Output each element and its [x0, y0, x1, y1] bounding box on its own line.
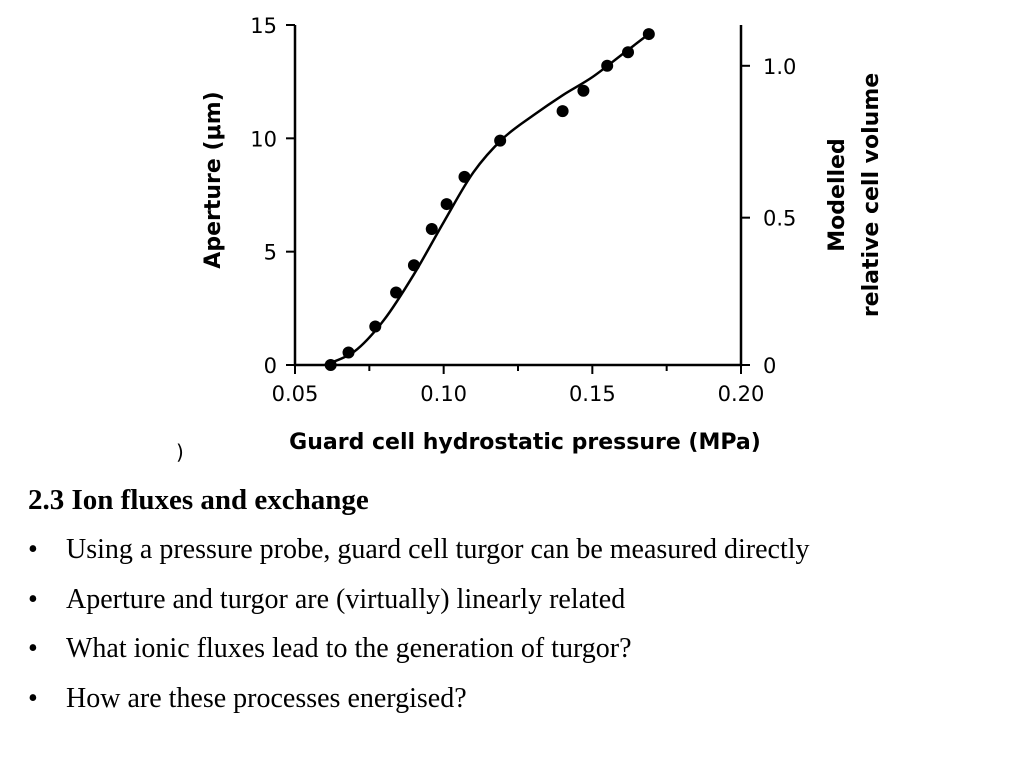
bullet-list: • Using a pressure probe, guard cell turg… — [28, 525, 1008, 723]
data-point — [342, 346, 355, 359]
data-point — [440, 198, 453, 211]
stray-mark: ) — [176, 440, 184, 464]
y-right-tick-label: 0.5 — [763, 207, 796, 231]
bullet-text: How are these processes energised? — [66, 682, 467, 714]
bullet-text: Aperture and turgor are (virtually) line… — [66, 583, 626, 615]
x-tick-label: 0.20 — [718, 382, 765, 406]
data-points — [324, 28, 655, 371]
y-left-tick-label: 0 — [264, 354, 277, 378]
data-point — [642, 28, 655, 41]
chart-axes — [293, 25, 743, 367]
axis-frame — [293, 25, 743, 367]
bullet-item: • Using a pressure probe, guard cell turg… — [28, 525, 1008, 575]
data-point — [390, 286, 403, 299]
data-point — [369, 320, 382, 333]
y-axis-left-label: Aperture (μm) — [201, 91, 226, 268]
y-axis-right-label-line2: relative cell volume — [859, 73, 884, 317]
data-point — [458, 170, 471, 183]
bullet-glyph: • — [28, 633, 38, 664]
x-tick-label: 0.05 — [272, 382, 319, 406]
data-point — [601, 59, 614, 72]
y-right-tick-label: 1.0 — [763, 55, 796, 79]
chart-ticks: 0.05 0.10 0.15 0.20 0 5 10 15 0 0.5 1.0 — [250, 14, 796, 406]
y-left-tick-label: 5 — [264, 241, 277, 265]
y-left-tick-label: 10 — [250, 127, 277, 151]
data-point — [494, 134, 507, 147]
bullet-glyph: • — [28, 682, 38, 714]
data-point — [622, 46, 635, 59]
bullet-item: • Aperture and turgor are (virtually) lin… — [28, 575, 1008, 625]
slide-text: 2.3 Ion fluxes and exchange • Using a pre… — [28, 484, 1008, 723]
data-point — [425, 223, 438, 235]
bullet-text: What ionic fluxes lead to the generation… — [66, 633, 632, 664]
bullet-item: • How are these processes energised? — [28, 674, 1008, 724]
fit-curve — [324, 30, 653, 367]
bullet-text: Using a pressure probe, guard cell turgo… — [66, 534, 810, 565]
y-left-tick-label: 15 — [250, 14, 277, 38]
x-tick-label: 0.10 — [420, 382, 467, 406]
x-axis-label: Guard cell hydrostatic pressure (MPa) — [289, 430, 761, 455]
bullet-glyph: • — [28, 534, 38, 565]
y-right-tick-label: 0 — [763, 354, 776, 378]
x-tick-label: 0.15 — [569, 382, 616, 406]
y-axis-right-label-line1: Modelled — [825, 138, 850, 251]
bullet-item: • What ionic fluxes lead to the generatio… — [28, 624, 1008, 674]
section-heading: 2.3 Ion fluxes and exchange — [28, 484, 369, 516]
data-point — [556, 105, 569, 118]
data-point — [324, 359, 337, 371]
pressure-aperture-chart: 0.05 0.10 0.15 0.20 0 5 10 15 0 0.5 1.0 Guard cell… — [176, 14, 884, 464]
data-point — [577, 84, 590, 97]
data-point — [407, 259, 420, 272]
bullet-glyph: • — [28, 583, 38, 615]
